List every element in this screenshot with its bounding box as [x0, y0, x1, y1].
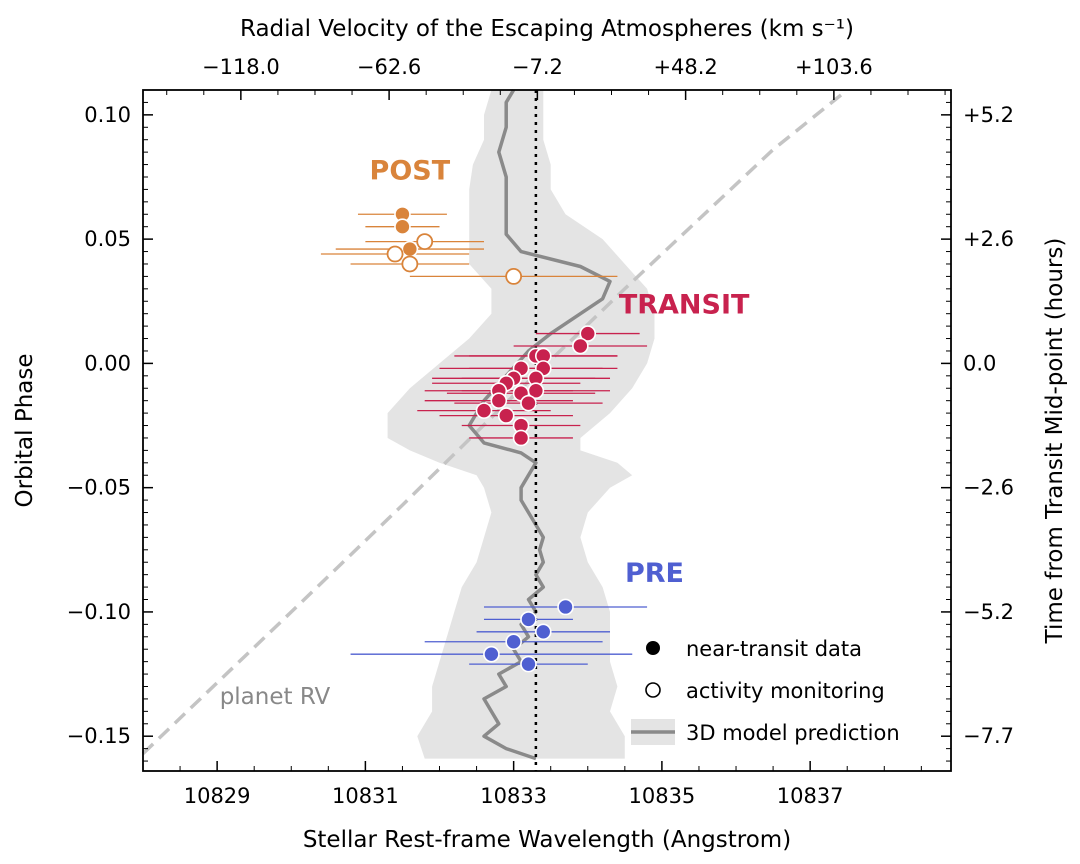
legend: near-transit data activity monitoring 3D m… [631, 637, 900, 745]
planet-rv-label: planet RV [220, 684, 331, 710]
data-point-pre [520, 655, 537, 673]
legend-marker-filled [646, 641, 660, 655]
plot-frame [142, 89, 952, 772]
axes-layer [142, 89, 952, 772]
legend-label: 3D model prediction [686, 721, 900, 745]
x-tick-label: 10829 [184, 784, 251, 808]
point-layer [386, 205, 597, 673]
data-point-pre [520, 611, 537, 628]
data-point-transit [520, 394, 537, 412]
x-tick-label: 10833 [480, 784, 547, 808]
data-point-post [386, 245, 404, 263]
y-tick-label: 0.05 [84, 227, 131, 251]
data-point-transit [512, 429, 530, 447]
data-point-post [505, 268, 523, 285]
x-tick-label: 10831 [332, 784, 399, 808]
right-tick-label: −7.7 [963, 724, 1014, 748]
right-tick-label: 0.0 [963, 351, 996, 375]
data-point-post [401, 240, 419, 258]
data-point-pre [505, 633, 522, 651]
legend-label: activity monitoring [686, 679, 885, 703]
data-point-transit [475, 402, 493, 419]
y-tick-label: −0.05 [67, 476, 131, 500]
group-label-transit: TRANSIT [619, 290, 750, 321]
top-tick-label: +103.6 [795, 55, 873, 79]
model-center-line [467, 89, 612, 761]
data-point-transit [579, 325, 597, 342]
x-axis-label: Stellar Rest-frame Wavelength (Angstrom) [303, 827, 791, 853]
right-tick-label: +5.2 [963, 103, 1014, 127]
top-tick-label: −62.6 [357, 55, 421, 79]
top-axis-label: Radial Velocity of the Escaping Atmosphe… [240, 16, 854, 42]
right-axis-label: Time from Transit Mid-point (hours) [1042, 238, 1068, 645]
top-tick-label: −7.2 [512, 55, 563, 79]
data-point-post [401, 255, 419, 273]
data-point-post [416, 233, 434, 251]
data-point-pre [534, 623, 552, 641]
top-tick-label: +48.2 [653, 55, 717, 79]
group-label-pre: PRE [625, 558, 684, 589]
right-tick-label: −2.6 [963, 476, 1014, 500]
top-tick-label: −118.0 [202, 55, 280, 79]
legend-marker-open [645, 682, 661, 698]
x-tick-label: 10837 [777, 784, 844, 808]
y-tick-label: 0.10 [84, 103, 131, 127]
y-tick-label: −0.10 [67, 600, 131, 624]
data-point-transit [490, 392, 508, 409]
y-tick-label: −0.15 [67, 724, 131, 748]
data-point-post [394, 218, 411, 235]
text-layer: POST TRANSIT PRE planet RV 10829 10831 10833 10… [12, 16, 1068, 853]
y-tick-label: 0.00 [84, 351, 131, 375]
y-axis-label: Orbital Phase [12, 353, 38, 507]
legend-label: near-transit data [686, 637, 862, 661]
data-point-transit [497, 407, 515, 424]
data-point-transit [572, 337, 589, 355]
right-tick-label: +2.6 [963, 227, 1014, 251]
x-tick-label: 10835 [628, 784, 695, 808]
data-point-pre [557, 598, 574, 616]
data-point-pre [483, 645, 500, 663]
group-label-post: POST [370, 155, 451, 186]
right-tick-label: −5.2 [963, 600, 1014, 624]
